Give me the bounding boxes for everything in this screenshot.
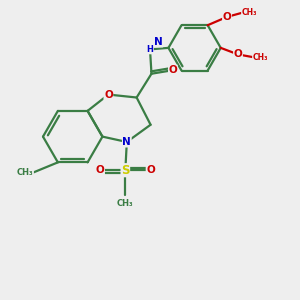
Text: N: N bbox=[154, 37, 163, 47]
Text: H: H bbox=[147, 45, 153, 54]
Text: O: O bbox=[104, 89, 113, 100]
Text: CH₃: CH₃ bbox=[117, 199, 134, 208]
Text: O: O bbox=[146, 165, 155, 175]
Text: CH₃: CH₃ bbox=[17, 168, 34, 177]
Text: S: S bbox=[121, 164, 130, 177]
Text: O: O bbox=[96, 165, 104, 175]
Text: O: O bbox=[169, 65, 177, 75]
Text: O: O bbox=[223, 12, 231, 22]
Text: O: O bbox=[234, 50, 242, 59]
Text: N: N bbox=[122, 137, 131, 147]
Text: CH₃: CH₃ bbox=[253, 53, 268, 62]
Text: CH₃: CH₃ bbox=[242, 8, 257, 17]
